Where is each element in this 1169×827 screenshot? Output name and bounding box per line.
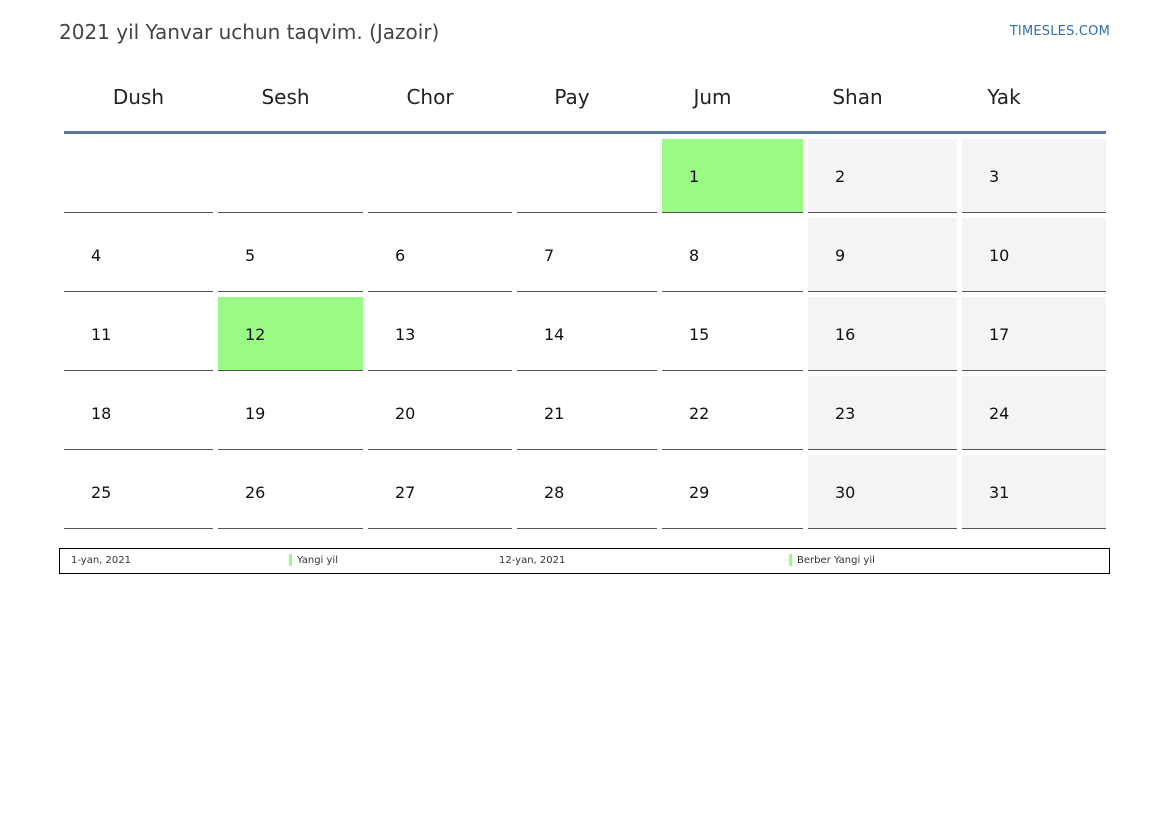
day-cell: 28 — [517, 455, 657, 529]
weekday-wednesday: Chor — [406, 85, 454, 109]
day-cell: 29 — [662, 455, 803, 529]
day-cell: 4 — [64, 218, 213, 292]
legend-color-marker — [789, 554, 792, 566]
day-number: 10 — [989, 246, 1010, 265]
brand-link[interactable]: TIMESLES.COM — [1009, 24, 1110, 39]
day-number: 22 — [689, 404, 710, 423]
legend-date: 12-yan, 2021 — [499, 555, 566, 566]
day-cell — [64, 139, 213, 213]
day-number: 23 — [835, 404, 856, 423]
day-number: 5 — [245, 246, 256, 265]
day-cell: 20 — [368, 376, 512, 450]
day-number: 12 — [245, 325, 266, 344]
day-cell: 22 — [662, 376, 803, 450]
day-cell: 23 — [808, 376, 957, 450]
day-number: 15 — [689, 325, 710, 344]
week-row-1: 1 2 3 — [64, 139, 1106, 213]
day-number: 19 — [245, 404, 266, 423]
day-number: 31 — [989, 483, 1010, 502]
calendar-grid: Dush Sesh Chor Pay Jum Shan Yak 1 2 3 4 … — [64, 64, 1106, 529]
day-cell: 15 — [662, 297, 803, 371]
day-number: 29 — [689, 483, 710, 502]
page-title: 2021 yil Yanvar uchun taqvim. (Jazoir) — [59, 20, 440, 44]
day-number: 1 — [689, 167, 700, 186]
day-number: 3 — [989, 167, 1000, 186]
day-cell: 26 — [218, 455, 363, 529]
weekday-sunday: Yak — [987, 85, 1021, 109]
day-number: 20 — [395, 404, 416, 423]
day-cell: 5 — [218, 218, 363, 292]
day-number: 17 — [989, 325, 1010, 344]
day-cell: 31 — [962, 455, 1106, 529]
day-cell: 24 — [962, 376, 1106, 450]
day-number: 26 — [245, 483, 266, 502]
day-cell: 21 — [517, 376, 657, 450]
legend-date: 1-yan, 2021 — [71, 555, 131, 566]
day-cell — [368, 139, 512, 213]
weekday-header-row: Dush Sesh Chor Pay Jum Shan Yak — [64, 64, 1106, 134]
day-number: 18 — [91, 404, 112, 423]
day-number: 24 — [989, 404, 1010, 423]
week-row-2: 4 5 6 7 8 9 10 — [64, 218, 1106, 292]
day-number: 7 — [544, 246, 555, 265]
holiday-legend: 1-yan, 2021 Yangi yil 12-yan, 2021 Berbe… — [59, 548, 1110, 574]
weekday-saturday: Shan — [832, 85, 883, 109]
day-cell: 1 — [662, 139, 803, 213]
day-cell — [517, 139, 657, 213]
day-cell: 16 — [808, 297, 957, 371]
day-cell: 25 — [64, 455, 213, 529]
day-cell: 18 — [64, 376, 213, 450]
day-number: 27 — [395, 483, 416, 502]
day-cell: 3 — [962, 139, 1106, 213]
day-cell: 8 — [662, 218, 803, 292]
day-cell: 13 — [368, 297, 512, 371]
legend-holiday-name: Berber Yangi yil — [797, 555, 875, 566]
day-number: 28 — [544, 483, 565, 502]
day-cell: 6 — [368, 218, 512, 292]
day-cell: 10 — [962, 218, 1106, 292]
legend-holiday-name: Yangi yil — [297, 555, 338, 566]
day-cell: 12 — [218, 297, 363, 371]
week-row-5: 25 26 27 28 29 30 31 — [64, 455, 1106, 529]
weekday-tuesday: Sesh — [261, 85, 310, 109]
day-number: 13 — [395, 325, 416, 344]
day-cell — [218, 139, 363, 213]
week-row-4: 18 19 20 21 22 23 24 — [64, 376, 1106, 450]
day-number: 25 — [91, 483, 112, 502]
day-number: 11 — [91, 325, 112, 344]
day-number: 9 — [835, 246, 846, 265]
day-number: 30 — [835, 483, 856, 502]
day-cell: 7 — [517, 218, 657, 292]
week-row-3: 11 12 13 14 15 16 17 — [64, 297, 1106, 371]
weekday-friday: Jum — [693, 85, 732, 109]
day-number: 16 — [835, 325, 856, 344]
day-cell: 27 — [368, 455, 512, 529]
day-number: 4 — [91, 246, 102, 265]
day-number: 8 — [689, 246, 700, 265]
day-cell: 2 — [808, 139, 957, 213]
day-cell: 14 — [517, 297, 657, 371]
weekday-thursday: Pay — [554, 85, 590, 109]
day-number: 6 — [395, 246, 406, 265]
day-cell: 30 — [808, 455, 957, 529]
legend-color-marker — [289, 554, 292, 566]
day-number: 21 — [544, 404, 565, 423]
day-cell: 17 — [962, 297, 1106, 371]
day-number: 2 — [835, 167, 846, 186]
day-number: 14 — [544, 325, 565, 344]
day-cell: 9 — [808, 218, 957, 292]
day-cell: 11 — [64, 297, 213, 371]
weekday-monday: Dush — [112, 85, 165, 109]
day-cell: 19 — [218, 376, 363, 450]
